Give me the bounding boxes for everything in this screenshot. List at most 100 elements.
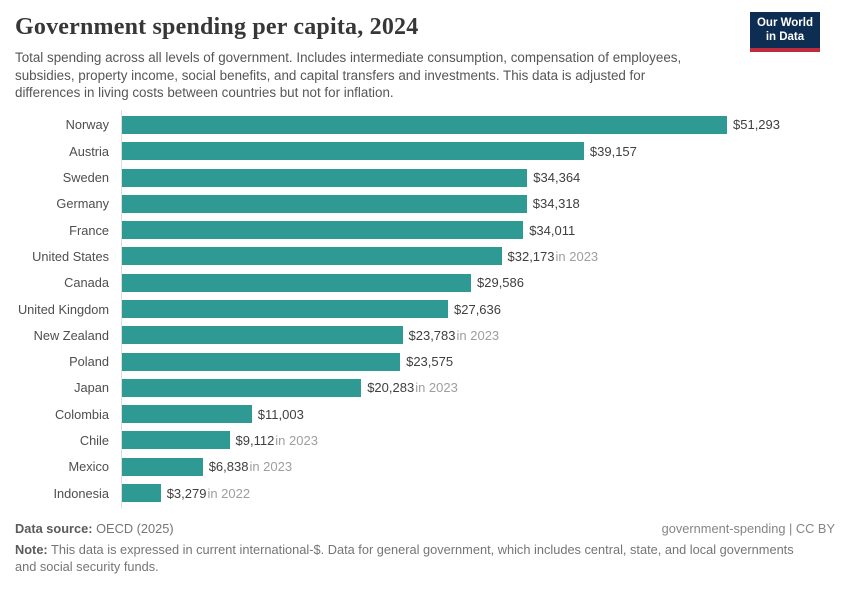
bar-value: $23,575 xyxy=(406,354,453,369)
bar-value-number: $34,364 xyxy=(533,170,581,186)
bar-value-number: $20,283 xyxy=(367,380,415,396)
chart-row: Indonesia $3,279in 2022 xyxy=(15,480,835,506)
chart-row: Japan $20,283in 2023 xyxy=(15,375,835,401)
data-source-label: Data source: xyxy=(15,521,93,537)
bar-area: $3,279in 2022 xyxy=(122,484,835,503)
data-source-value: OECD (2025) xyxy=(92,521,174,537)
bar-label: Canada xyxy=(64,275,109,291)
chart-row: Mexico $6,838in 2023 xyxy=(15,454,835,480)
bar-value: $6,838in 2023 xyxy=(209,459,292,474)
bar-value-note: in 2023 xyxy=(555,248,599,264)
bar-label: New Zealand xyxy=(33,327,109,343)
bar-label: Mexico xyxy=(68,459,109,475)
bar[interactable] xyxy=(122,115,727,134)
chart-row: Canada $29,586 xyxy=(15,270,835,296)
bar-area: $23,575 xyxy=(122,352,835,371)
footer-note-text: This data is expressed in current intern… xyxy=(15,542,794,575)
bar-label: Austria xyxy=(69,143,109,159)
bar-value-number: $23,575 xyxy=(406,354,454,370)
bar-value-note: in 2023 xyxy=(415,380,458,396)
bar-area: $23,783in 2023 xyxy=(122,326,835,345)
bar-value-number: $32,173 xyxy=(507,248,555,264)
bar-label: United Kingdom xyxy=(17,301,109,317)
chart-row: Norway $51,293 xyxy=(15,112,835,138)
bar-value-number: $51,293 xyxy=(733,117,780,133)
bar-label: Germany xyxy=(56,196,109,212)
bar[interactable] xyxy=(122,300,448,318)
bar-value-number: $34,011 xyxy=(529,222,576,238)
bar-value: $34,364 xyxy=(533,170,580,185)
chart-row: Sweden $34,364 xyxy=(15,164,835,190)
bar[interactable] xyxy=(122,431,230,450)
footer-note: Note: This data is expressed in current … xyxy=(15,542,815,576)
bar-label: Poland xyxy=(69,354,109,370)
bar-value: $23,783in 2023 xyxy=(409,328,500,343)
bar[interactable] xyxy=(122,457,203,476)
bar-area: $29,586 xyxy=(122,273,835,292)
bar-value-number: $34,318 xyxy=(532,196,580,212)
bar-value: $20,283in 2023 xyxy=(367,380,458,395)
owid-logo-line2: in Data xyxy=(765,30,805,43)
header: Government spending per capita, 2024 Our… xyxy=(15,0,835,102)
bar-value-number: $3,279 xyxy=(166,485,207,501)
chart-row: Poland $23,575 xyxy=(15,348,835,374)
bar-area: $11,003 xyxy=(122,405,835,424)
footer-top: Data source: OECD (2025) government-spen… xyxy=(15,521,835,536)
bar-area: $51,293 xyxy=(122,115,835,134)
bar-value-note: in 2023 xyxy=(275,432,318,448)
bar[interactable] xyxy=(122,221,524,240)
chart-row: Chile $9,112in 2023 xyxy=(15,427,835,453)
owid-logo[interactable]: Our World in Data xyxy=(749,12,820,52)
chart-row: United States $32,173in 2023 xyxy=(15,243,835,269)
chart-subtitle: Total spending across all levels of gove… xyxy=(15,50,682,101)
bar-area: $34,364 xyxy=(122,168,835,187)
bar-value: $27,636 xyxy=(454,302,501,317)
y-axis-line xyxy=(121,109,122,509)
bar[interactable] xyxy=(122,378,362,397)
bar-value-note: in 2022 xyxy=(207,485,251,501)
bar-value-number: $27,636 xyxy=(454,301,501,317)
bar-area: $20,283in 2023 xyxy=(122,378,835,397)
chart-row: Colombia $11,003 xyxy=(15,401,835,427)
bar-value-number: $9,112 xyxy=(235,432,275,448)
bar-label: France xyxy=(69,222,109,238)
license-link[interactable]: government-spending | CC BY xyxy=(661,521,835,537)
chart-rows: Norway $51,293 Austria $39,157 Sweden $3… xyxy=(15,112,835,506)
bar-label: United States xyxy=(32,248,109,264)
bar-area: $34,318 xyxy=(122,194,835,213)
bar-value: $11,003 xyxy=(258,407,304,422)
bar-value-note: in 2023 xyxy=(249,459,293,475)
bar-value-number: $11,003 xyxy=(257,406,304,422)
bar-chart: Norway $51,293 Austria $39,157 Sweden $3… xyxy=(15,109,835,509)
chart-row: Austria $39,157 xyxy=(15,138,835,164)
bar-area: $34,011 xyxy=(122,221,835,240)
bar-area: $39,157 xyxy=(122,142,835,161)
bar-label: Colombia xyxy=(54,406,109,422)
bar[interactable] xyxy=(122,405,252,424)
bar-value-number: $6,838 xyxy=(208,459,249,475)
bar-area: $27,636 xyxy=(122,300,835,318)
data-source: Data source: OECD (2025) xyxy=(15,521,174,536)
footer: Data source: OECD (2025) government-spen… xyxy=(15,521,835,576)
bar[interactable] xyxy=(122,142,584,161)
bar-value: $29,586 xyxy=(477,275,524,290)
bar-value: $32,173in 2023 xyxy=(508,249,599,264)
bar-value-number: $29,586 xyxy=(477,275,524,291)
bar[interactable] xyxy=(122,326,403,345)
bar-value-number: $23,783 xyxy=(408,327,456,343)
chart-row: United Kingdom $27,636 xyxy=(15,296,835,322)
bar-area: $9,112in 2023 xyxy=(122,431,835,450)
bar-value: $51,293 xyxy=(733,117,780,132)
bar-label: Indonesia xyxy=(53,485,110,501)
bar[interactable] xyxy=(122,352,401,371)
bar-value: $34,318 xyxy=(533,196,580,211)
bar[interactable] xyxy=(122,168,528,187)
bar[interactable] xyxy=(122,194,527,213)
owid-logo-line1: Our World xyxy=(756,17,813,29)
bar-value: $9,112in 2023 xyxy=(236,433,318,448)
bar[interactable] xyxy=(122,484,161,503)
bar[interactable] xyxy=(122,247,502,266)
bar-area: $6,838in 2023 xyxy=(122,457,835,476)
bar[interactable] xyxy=(122,273,471,292)
